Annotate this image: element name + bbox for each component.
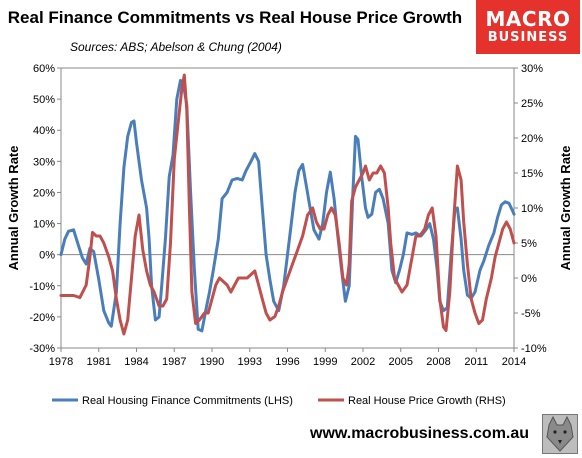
- left-tick-label: -20%: [29, 312, 55, 324]
- y-axis-title-left: Annual Growth Rate: [6, 146, 21, 271]
- right-tick-label: -10%: [521, 343, 547, 355]
- x-tick-label: 1990: [200, 356, 224, 368]
- right-tick-label: 25%: [521, 98, 543, 110]
- left-tick-label: 30%: [33, 156, 55, 168]
- left-tick-label: 50%: [33, 94, 55, 106]
- x-tick-label: 1993: [238, 356, 262, 368]
- x-tick-label: 2008: [426, 356, 450, 368]
- left-tick-label: -30%: [29, 343, 55, 355]
- left-tick-label: -10%: [29, 281, 55, 293]
- left-tick-label: 10%: [33, 219, 55, 231]
- x-tick-label: 2002: [351, 356, 375, 368]
- macrobusiness-logo[interactable]: MACRO BUSINESS: [476, 0, 580, 54]
- chart-title: Real Finance Commitments vs Real House P…: [7, 8, 463, 27]
- left-tick-label: 40%: [33, 125, 55, 137]
- x-tick-label: 1987: [162, 356, 186, 368]
- x-tick-label: 1996: [275, 356, 299, 368]
- right-tick-label: -5%: [521, 308, 541, 320]
- x-tick-label: 1981: [87, 356, 111, 368]
- chart-axes: -30% -20% -10% 0% 10% 20% 30% 40% 50% 60% -10% -5% 0…: [6, 63, 573, 368]
- x-tick-label: 2014: [502, 356, 526, 368]
- wolf-logo-icon: [542, 414, 578, 454]
- x-tick-label: 2005: [389, 356, 413, 368]
- legend-label-1: Real Housing Finance Commitments (LHS): [82, 395, 293, 407]
- legend-label-2: Real House Price Growth (RHS): [348, 395, 506, 407]
- chart-legend: Real Housing Finance Commitments (LHS) Re…: [52, 395, 506, 407]
- right-tick-label: 30%: [521, 63, 543, 75]
- right-tick-label: 10%: [521, 203, 543, 215]
- x-tick-label: 1999: [313, 356, 337, 368]
- x-tick-label: 2011: [464, 356, 488, 368]
- logo-line2: BUSINESS: [487, 30, 569, 45]
- left-tick-label: 0%: [39, 250, 55, 262]
- x-tick-label: 1984: [124, 356, 148, 368]
- series-line-2: [59, 73, 516, 336]
- left-tick-label: 60%: [33, 63, 55, 75]
- y-axis-title-right: Annual Growth Rate: [558, 146, 573, 271]
- chart-subtitle: Sources: ABS; Abelson & Chung (2004): [70, 40, 282, 54]
- right-tick-label: 20%: [521, 133, 543, 145]
- left-tick-label: 20%: [33, 187, 55, 199]
- logo-line1: MACRO: [485, 7, 571, 31]
- chart-series: [59, 73, 516, 336]
- right-tick-label: 0%: [521, 273, 537, 285]
- right-tick-label: 5%: [521, 238, 537, 250]
- x-tick-label: 1978: [49, 356, 73, 368]
- website-link[interactable]: www.macrobusiness.com.au: [310, 425, 530, 442]
- right-tick-label: 15%: [521, 168, 543, 180]
